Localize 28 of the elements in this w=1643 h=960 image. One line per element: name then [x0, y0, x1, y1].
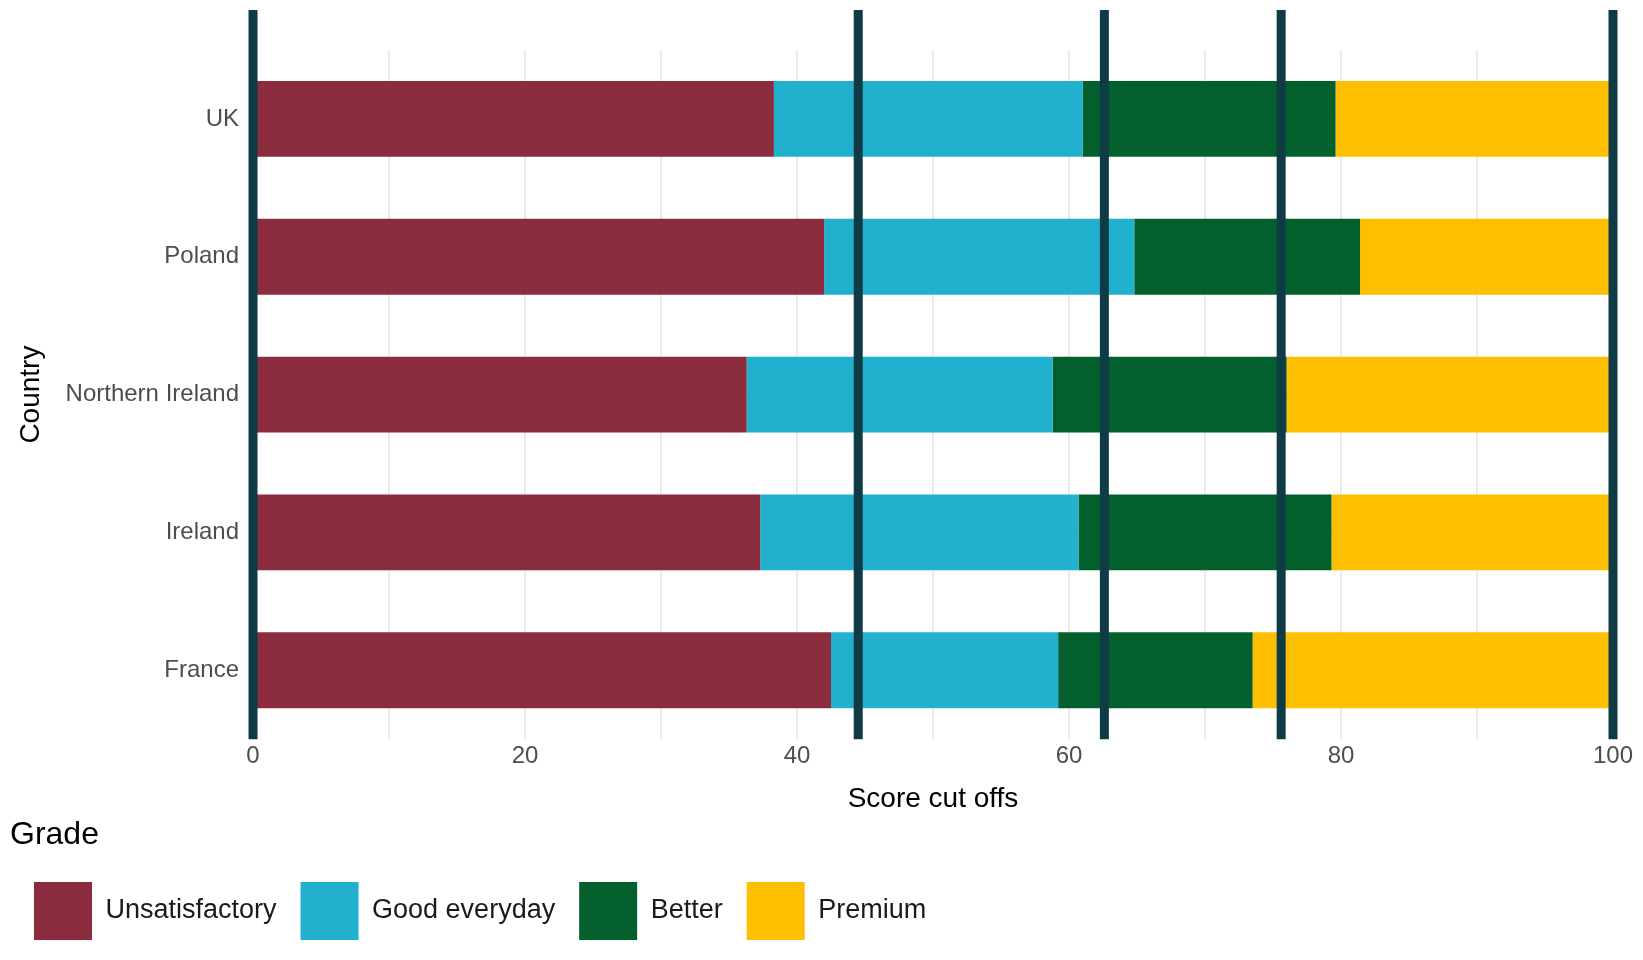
bar [824, 218, 1135, 295]
bar [1082, 81, 1336, 157]
x-axis-title: Score cut offs [847, 781, 1019, 813]
y-tick-label: UK [205, 103, 240, 131]
bar [1058, 632, 1253, 709]
x-tick-label: 40 [783, 741, 811, 769]
bar [760, 494, 1079, 571]
y-tick-label: Poland [164, 241, 240, 269]
legend-label: Good everyday [372, 894, 556, 925]
bar [1078, 494, 1332, 571]
bar [746, 356, 1053, 433]
x-tick-label: 20 [511, 741, 539, 769]
bar [773, 81, 1083, 157]
bar [1134, 218, 1361, 295]
x-tick-label: 80 [1327, 741, 1355, 769]
y-tick-label: France [164, 654, 240, 682]
x-tick-label: 0 [246, 741, 260, 769]
legend-label: Premium [818, 894, 927, 925]
bar [831, 632, 1059, 709]
y-tick-label: Ireland [165, 517, 240, 545]
x-tick-label: 60 [1055, 741, 1083, 769]
x-tick-label: 100 [1592, 741, 1634, 769]
bar [1052, 356, 1287, 433]
y-tick-label: Northern Ireland [65, 379, 240, 407]
legend-label: Unsatisfactory [105, 894, 278, 925]
legend-label: Better [650, 894, 723, 925]
y-axis-title: Country [13, 345, 45, 444]
legend-title: Grade [10, 815, 99, 852]
